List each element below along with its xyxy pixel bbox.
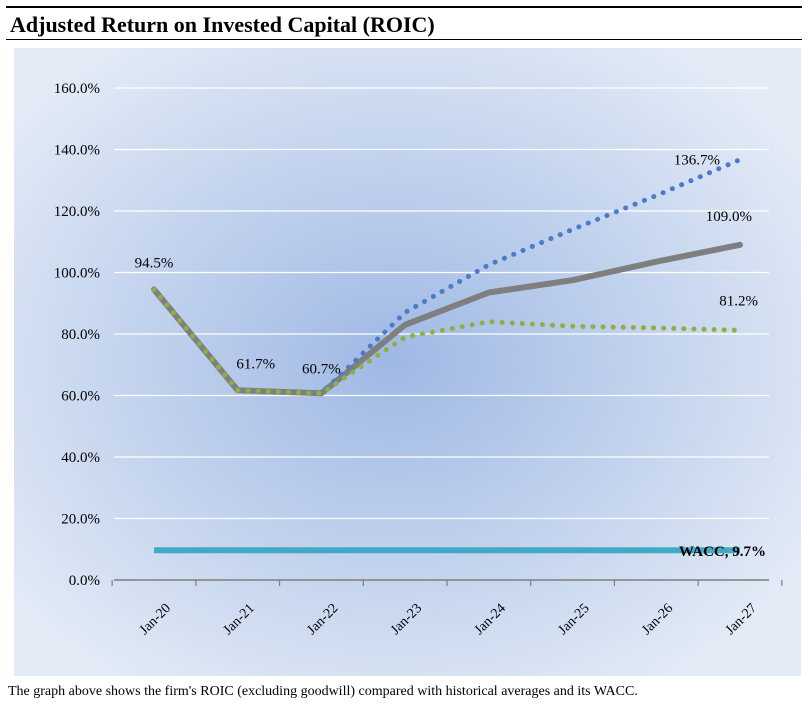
y-tick-label: 80.0%: [61, 327, 100, 343]
data-label: 94.5%: [135, 255, 174, 271]
roic-chart: 0.0% 20.0% 40.0% 60.0% 80.0% 100.0% 120.0% 140.…: [14, 48, 801, 676]
gridlines: [114, 87, 769, 520]
data-label: WACC, 9.7%: [679, 544, 766, 560]
data-labels: 94.5% 61.7% 60.7% 136.7% 109.0% 81.2% WACC, 9.…: [135, 153, 766, 561]
data-label: 136.7%: [674, 153, 720, 169]
series: [151, 157, 743, 554]
chart-svg: 0.0% 20.0% 40.0% 60.0% 80.0% 100.0% 120.0% 140.…: [14, 48, 801, 676]
y-tick-label: 40.0%: [61, 450, 100, 466]
series-line-roic: [151, 241, 743, 397]
data-label: 109.0%: [706, 209, 752, 225]
y-tick-label: 160.0%: [54, 81, 100, 97]
data-label: 81.2%: [719, 293, 758, 309]
y-tick-label: 100.0%: [54, 266, 100, 282]
y-tick-label: 120.0%: [54, 204, 100, 220]
y-tick-label: 60.0%: [61, 389, 100, 405]
data-label: 61.7%: [236, 356, 275, 372]
y-tick-label: 20.0%: [61, 512, 100, 528]
y-tick-label: 140.0%: [54, 143, 100, 159]
data-label: 60.7%: [302, 361, 341, 377]
series-line-roic-high-scenario: [151, 157, 743, 396]
page-title: Adjusted Return on Invested Capital (ROI…: [10, 12, 435, 37]
plot-background: [14, 48, 801, 676]
chart-caption: The graph above shows the firm's ROIC (e…: [8, 684, 638, 699]
title-bar: Adjusted Return on Invested Capital (ROI…: [6, 6, 802, 40]
series-line-roic-low-scenario: [151, 286, 743, 396]
y-tick-label: 0.0%: [69, 573, 100, 589]
